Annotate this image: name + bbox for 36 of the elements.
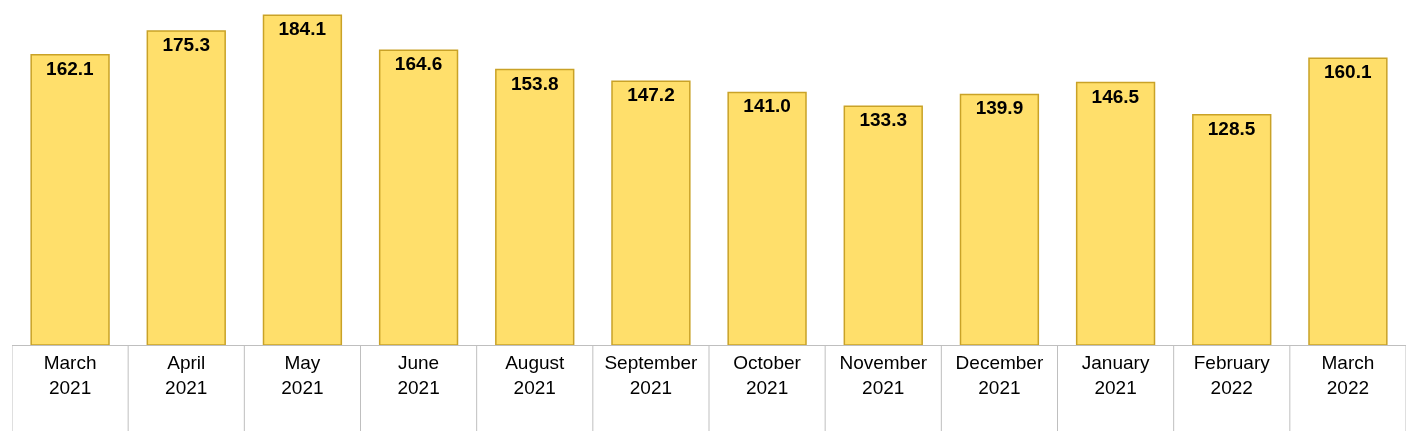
x-tick-label: June 2021 [397, 351, 440, 398]
bar [611, 80, 691, 345]
data-label: 147.2 [627, 84, 675, 106]
data-label: 162.1 [46, 57, 95, 79]
data-label: 128.5 [1207, 117, 1256, 139]
x-tick-label: February 2022 [1193, 351, 1271, 398]
data-label: 184.1 [278, 18, 327, 40]
data-label: 141.0 [743, 95, 791, 117]
data-label: 146.5 [1091, 85, 1140, 107]
bar [843, 105, 923, 345]
bar [1192, 114, 1272, 345]
x-tick-label: August 2021 [505, 351, 566, 398]
bar [959, 93, 1040, 345]
bar [378, 49, 459, 345]
data-label: 133.3 [859, 109, 908, 131]
data-label: 139.9 [975, 97, 1024, 119]
data-label: 153.8 [510, 72, 559, 94]
x-tick-label: April 2021 [165, 351, 208, 398]
x-tick-label: March 2022 [1321, 351, 1375, 398]
bar [1075, 81, 1156, 345]
data-label: 160.1 [1323, 61, 1372, 83]
bar [30, 53, 110, 345]
bar [262, 14, 343, 345]
data-label: 164.6 [394, 53, 443, 75]
bar [495, 68, 575, 345]
data-label: 175.3 [162, 34, 211, 55]
x-tick-label: November 2021 [839, 351, 928, 398]
x-tick-label: January 2021 [1081, 351, 1150, 398]
x-tick-label: December 2021 [955, 351, 1044, 398]
bar [1308, 57, 1388, 345]
x-tick-label: March 2021 [43, 351, 97, 398]
x-tick-label: May 2021 [281, 351, 324, 398]
bar [727, 91, 807, 345]
x-tick-label: October 2021 [733, 351, 802, 398]
x-tick-label: September 2021 [604, 351, 699, 398]
bar [146, 30, 226, 345]
